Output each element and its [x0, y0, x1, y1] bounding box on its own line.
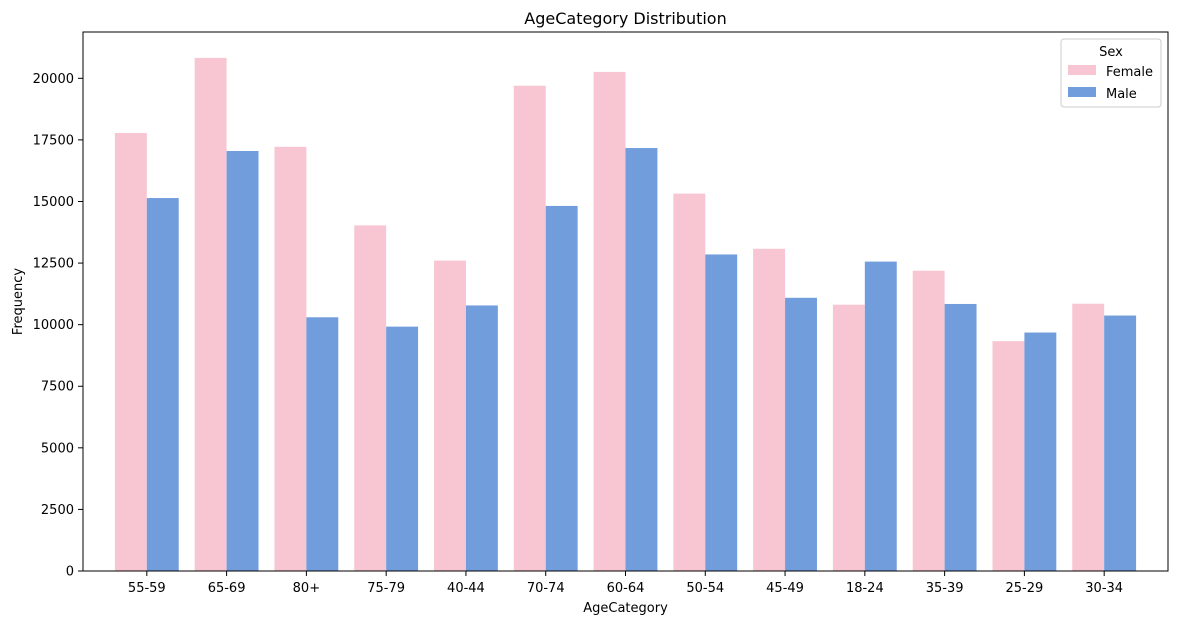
y-tick-label: 15000 [33, 195, 74, 210]
bar-female-80+ [274, 146, 307, 572]
y-tick-label: 20000 [33, 72, 74, 87]
legend-swatch-male [1068, 87, 1096, 97]
bar-female-18-24 [832, 304, 865, 571]
bar-male-40-44 [465, 305, 498, 571]
x-axis: 55-59 65-69 80+ 75-79 40-44 70-74 60-64 50-54 45… [128, 571, 1123, 596]
bar-female-35-39 [912, 270, 945, 571]
bars-layer [114, 57, 1137, 572]
legend-label-male: Male [1106, 87, 1137, 102]
chart-title: AgeCategory Distribution [524, 9, 726, 28]
bar-female-75-79 [354, 225, 387, 571]
bar-female-55-59 [114, 133, 147, 571]
x-tick-label: 35-39 [926, 581, 964, 596]
x-tick-label: 30-34 [1085, 581, 1123, 596]
x-tick-label: 75-79 [367, 581, 405, 596]
legend-title: Sex [1099, 45, 1123, 60]
y-tick-label: 5000 [41, 441, 74, 456]
y-axis: 0 2500 5000 7500 10000 12500 15000 17500 20000 [33, 72, 83, 580]
y-tick-label: 12500 [33, 257, 74, 272]
bar-male-25-29 [1024, 332, 1057, 571]
bar-female-60-64 [593, 71, 626, 571]
bar-female-50-54 [673, 193, 706, 571]
x-tick-label: 45-49 [766, 581, 804, 596]
x-tick-label: 50-54 [686, 581, 724, 596]
x-tick-label: 70-74 [527, 581, 565, 596]
x-tick-label: 55-59 [128, 581, 166, 596]
bar-male-60-64 [625, 148, 658, 571]
y-tick-label: 7500 [41, 380, 74, 395]
x-tick-label: 80+ [293, 581, 320, 596]
bar-male-18-24 [864, 261, 897, 571]
x-tick-label: 18-24 [846, 581, 884, 596]
bar-female-70-74 [513, 85, 546, 571]
bar-male-65-69 [226, 150, 259, 572]
bar-male-30-34 [1104, 315, 1137, 571]
bar-male-70-74 [545, 205, 578, 572]
plot-frame [82, 31, 1169, 572]
y-axis-label: Frequency [11, 268, 26, 335]
bar-male-35-39 [944, 303, 977, 571]
bar-male-45-49 [785, 297, 817, 571]
x-tick-label: 40-44 [447, 581, 485, 596]
y-tick-label: 10000 [33, 318, 74, 333]
x-tick-label: 65-69 [208, 581, 246, 596]
legend-swatch-female [1068, 65, 1096, 75]
y-tick-label: 0 [66, 565, 74, 580]
x-tick-label: 25-29 [1006, 581, 1044, 596]
bar-female-25-29 [992, 341, 1025, 571]
bar-male-75-79 [386, 326, 419, 571]
bar-female-40-44 [434, 260, 466, 571]
y-tick-label: 17500 [33, 133, 74, 148]
bar-female-65-69 [194, 57, 227, 572]
y-tick-label: 2500 [41, 503, 74, 518]
bar-male-80+ [306, 317, 339, 571]
x-axis-label: AgeCategory [583, 601, 668, 616]
bar-male-50-54 [705, 254, 738, 571]
bar-male-55-59 [146, 198, 179, 572]
bar-female-45-49 [753, 248, 786, 571]
legend-label-female: Female [1106, 65, 1153, 80]
x-tick-label: 60-64 [607, 581, 645, 596]
bar-female-30-34 [1072, 303, 1105, 571]
legend: Sex Female Male [1060, 38, 1162, 108]
